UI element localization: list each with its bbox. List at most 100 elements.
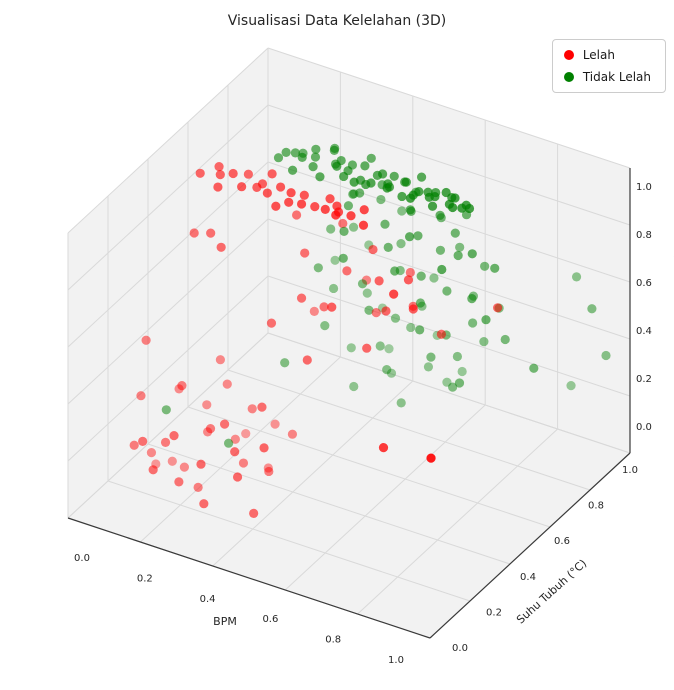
scatter-point	[326, 224, 336, 234]
z-tick-label: 0.0	[636, 422, 652, 433]
scatter-point	[206, 228, 216, 238]
grid-line	[267, 47, 631, 169]
scatter-point	[215, 355, 225, 365]
scatter-point	[342, 266, 352, 276]
scatter-point	[360, 161, 370, 171]
x-tick-label: 0.8	[325, 635, 341, 646]
grid-line	[67, 104, 269, 291]
legend-item-lelah: Lelah	[563, 48, 651, 62]
scatter-point	[357, 279, 368, 289]
legend-label-lelah: Lelah	[582, 48, 615, 62]
legend-item-tidak-lelah: Tidak Lelah	[563, 70, 651, 84]
scatter-point	[167, 456, 177, 466]
scatter-point	[296, 293, 307, 303]
z-tick-label: 0.4	[636, 326, 652, 337]
scatter-point	[450, 193, 460, 203]
scatter-point	[358, 220, 369, 230]
scatter-point	[397, 206, 407, 216]
scatter-point	[205, 424, 216, 434]
scatter-point	[216, 242, 226, 252]
scatter-point	[343, 201, 354, 211]
scatter-point	[383, 242, 393, 252]
x-tick-label: 0.0	[74, 553, 90, 564]
scatter-point	[161, 405, 171, 415]
scatter-point	[427, 201, 438, 211]
scatter-point	[442, 286, 452, 296]
scatter-point	[193, 482, 203, 492]
scatter-point	[202, 400, 212, 410]
y-tick-label: 0.4	[520, 572, 536, 583]
y-axis-line	[429, 452, 631, 639]
scatter-point	[436, 329, 446, 339]
scatter-point	[448, 382, 458, 392]
grid-line	[212, 380, 414, 567]
y-tick-label: 0.8	[588, 501, 604, 512]
legend-label-tidak-lelah: Tidak Lelah	[582, 70, 651, 84]
scatter-point	[310, 152, 321, 162]
scatter-point	[479, 337, 489, 347]
scatter-point	[426, 352, 436, 362]
scatter-point	[330, 255, 340, 265]
grid-line	[147, 443, 511, 565]
scatter-point	[284, 197, 294, 207]
legend: Lelah Tidak Lelah	[551, 39, 666, 93]
scatter-point	[454, 378, 465, 388]
scatter-point	[311, 144, 321, 154]
scatter-point	[264, 466, 274, 477]
scatter-point	[270, 419, 280, 429]
scatter-point	[380, 219, 390, 229]
scatter-point	[364, 305, 374, 315]
scatter-point	[266, 318, 277, 328]
scatter-point	[376, 194, 386, 205]
scatter-point	[263, 463, 273, 473]
scatter-point	[302, 355, 312, 365]
scatter-point	[453, 250, 463, 261]
scatter-point	[571, 272, 582, 282]
scatter-point	[464, 203, 475, 214]
scatter-point	[468, 318, 478, 328]
z-tick-label: 0.8	[636, 230, 652, 241]
scatter-point	[257, 402, 267, 412]
scatter-point	[366, 178, 376, 188]
legend-marker-tidak-lelah	[563, 72, 574, 82]
scatter-point	[220, 419, 230, 429]
scatter-point	[296, 199, 307, 209]
scatter-point	[313, 263, 323, 273]
grid-line	[284, 404, 486, 591]
scatter-point	[129, 440, 139, 450]
scatter-point	[389, 289, 399, 299]
scatter-point	[339, 171, 349, 182]
grid-line	[267, 161, 631, 283]
scatter-point	[280, 358, 290, 368]
scatter-point	[328, 283, 339, 294]
scatter-point	[238, 458, 249, 468]
scatter-point	[138, 436, 148, 446]
scatter-point	[371, 308, 381, 318]
scatter-point	[196, 459, 206, 469]
pane-floor	[68, 333, 630, 638]
z-tick-label: 0.6	[636, 278, 652, 289]
scatter-point	[213, 182, 223, 192]
scatter-point	[189, 228, 199, 238]
scatter-point	[435, 245, 446, 255]
scatter-point	[406, 322, 416, 333]
scatter-point	[146, 448, 157, 458]
scatter-point	[375, 341, 385, 351]
scatter-point	[448, 202, 458, 213]
scatter-point	[408, 304, 418, 314]
scatter-point	[426, 453, 436, 463]
scatter-point	[405, 193, 416, 203]
scatter-point	[273, 153, 284, 163]
scatter-point	[349, 177, 359, 187]
scatter-point	[423, 362, 434, 372]
scatter-point	[378, 169, 388, 179]
scatter-point	[374, 276, 384, 286]
scatter-point	[457, 366, 467, 377]
grid-line	[67, 47, 269, 234]
scatter-point	[308, 162, 318, 172]
scatter-point	[362, 288, 372, 298]
scatter-point	[457, 203, 467, 213]
scatter-point	[292, 210, 302, 220]
scatter-point	[203, 427, 213, 437]
scatter-point	[241, 429, 251, 439]
